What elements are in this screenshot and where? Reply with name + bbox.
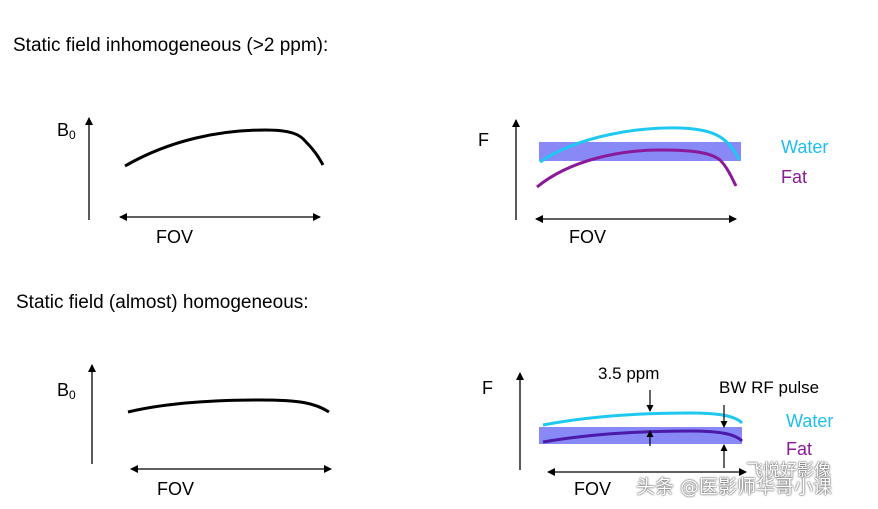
panel-f-homogeneous	[516, 372, 747, 476]
legend-water: Water	[781, 137, 829, 157]
f-axis-label: F	[482, 378, 493, 398]
bw-annotation: BW RF pulse	[719, 378, 820, 397]
watermark-small: 飞悦好影像	[746, 461, 831, 481]
fov-label: FOV	[157, 479, 195, 499]
legend-water: Water	[786, 411, 834, 431]
fat-curve	[536, 148, 738, 189]
b0-axis-label: B0	[57, 380, 76, 402]
fov-label: FOV	[569, 227, 607, 247]
fov-label: FOV	[574, 479, 612, 499]
f-axis-label: F	[478, 130, 489, 150]
b0-axis-label: B0	[57, 120, 76, 142]
b0-curve	[127, 398, 330, 414]
heading-inhomogeneous: Static field inhomogeneous (>2 ppm):	[13, 35, 329, 56]
ppm-annotation: 3.5 ppm	[598, 364, 660, 383]
panel-b0-inhomogeneous	[85, 117, 325, 221]
fov-label: FOV	[156, 227, 194, 247]
panel-f-inhomogeneous	[512, 119, 741, 223]
b0-curve	[124, 128, 325, 168]
heading-homogeneous: Static field (almost) homogeneous:	[16, 292, 309, 313]
legend-fat: Fat	[781, 167, 808, 187]
fat-curve	[542, 429, 744, 444]
legend-fat: Fat	[786, 439, 813, 459]
rf-band	[539, 427, 742, 444]
panel-b0-homogeneous	[88, 364, 332, 473]
water-curve	[539, 126, 741, 164]
watermark: 头条 @医影师华哥小课	[636, 476, 833, 498]
water-curve	[542, 411, 744, 427]
